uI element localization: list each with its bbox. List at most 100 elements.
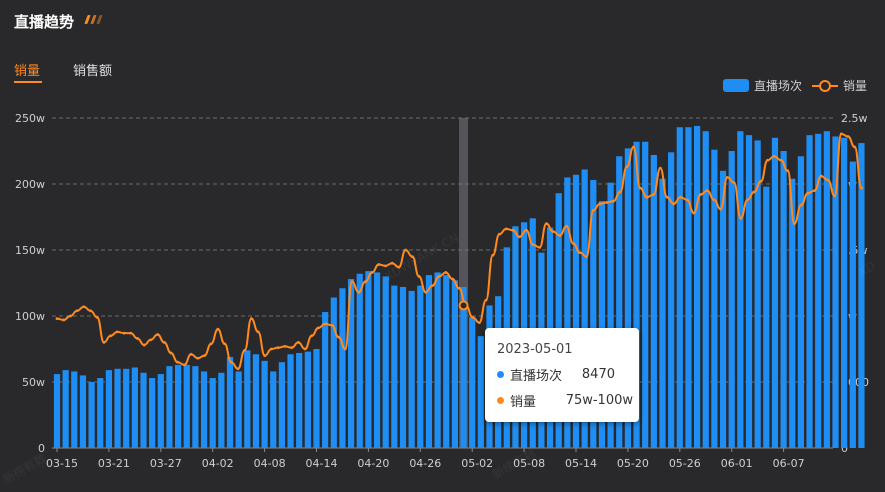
line-point-sales-volume — [779, 158, 783, 162]
x-tick-label: 05-26 — [669, 457, 701, 470]
bar-live-sessions — [719, 170, 727, 449]
bar-live-sessions — [175, 364, 182, 448]
bar-live-sessions — [183, 364, 190, 448]
bar-live-sessions — [797, 156, 804, 448]
line-point-sales-volume — [591, 209, 595, 212]
line-point-sales-volume — [799, 203, 803, 207]
line-point-sales-volume — [826, 178, 830, 182]
bar-live-sessions — [650, 154, 657, 448]
y-right-tick-label: 2.5w — [841, 112, 868, 125]
bar-live-sessions — [157, 374, 164, 448]
bar-live-sessions — [443, 275, 450, 448]
bar-live-sessions — [149, 378, 156, 448]
line-point-sales-volume — [652, 193, 656, 196]
bar-live-sessions — [754, 140, 761, 448]
line-point-sales-volume — [819, 174, 823, 178]
line-point-sales-volume — [236, 367, 240, 371]
line-point-sales-volume — [571, 242, 575, 245]
line-point-sales-volume — [806, 191, 810, 195]
line-point-sales-volume — [337, 335, 340, 339]
x-tick-label: 05-02 — [461, 457, 493, 470]
x-tick-label: 05-14 — [565, 457, 597, 470]
line-point-sales-volume — [551, 230, 555, 233]
line-point-sales-volume — [484, 298, 488, 302]
bar-live-sessions — [841, 137, 848, 449]
line-point-sales-volume — [632, 145, 635, 149]
bar-live-sessions — [676, 127, 683, 449]
tooltip-row-sales-volume: 销量 75w-100w — [497, 391, 633, 410]
x-tick-label: 03-27 — [150, 457, 182, 470]
bar-live-sessions — [88, 382, 95, 448]
bar-live-sessions — [270, 371, 277, 448]
line-point-sales-volume — [122, 331, 126, 335]
line-point-sales-volume — [115, 330, 119, 334]
line-point-sales-volume — [357, 290, 361, 294]
line-point-sales-volume — [102, 341, 106, 344]
line-point-sales-volume — [431, 284, 434, 288]
bar-live-sessions — [694, 125, 701, 449]
bar-live-sessions — [252, 354, 260, 448]
bar-live-sessions — [711, 149, 718, 448]
bar-live-sessions — [564, 177, 571, 448]
tab-sales-volume[interactable]: 销量 — [14, 60, 42, 83]
x-tick-label: 06-07 — [773, 457, 805, 470]
line-point-sales-volume — [384, 264, 387, 268]
bar-live-sessions — [235, 371, 242, 448]
line-point-sales-volume — [62, 318, 66, 322]
line-point-sales-volume — [330, 323, 334, 327]
bar-live-sessions — [598, 201, 606, 448]
bar-live-sessions — [62, 370, 69, 448]
bar-live-sessions — [192, 366, 199, 448]
bar-live-sessions — [624, 148, 631, 449]
bar-live-sessions — [209, 378, 216, 448]
bar-live-sessions — [330, 297, 337, 448]
bar-live-sessions — [105, 370, 112, 448]
hover-highlight-band — [459, 118, 469, 448]
legend-line-swatch-icon — [811, 79, 838, 92]
line-point-sales-volume — [343, 347, 347, 351]
bar-live-sessions — [737, 131, 744, 448]
bar-live-sessions — [313, 349, 320, 448]
tooltip-series-value: 75w-100w — [565, 393, 633, 408]
line-point-sales-volume — [323, 322, 327, 326]
bar-live-sessions — [572, 174, 580, 448]
line-point-sales-volume — [169, 351, 173, 355]
line-point-sales-volume — [772, 154, 776, 158]
tab-sales-amount[interactable]: 销售额 — [73, 60, 112, 79]
bar-live-sessions — [815, 133, 822, 448]
line-point-sales-volume — [276, 346, 280, 350]
y-left-tick-label: 150w — [15, 244, 45, 257]
bar-live-sessions — [659, 178, 666, 448]
line-point-sales-volume — [658, 166, 662, 170]
line-point-sales-volume — [752, 190, 756, 194]
line-point-sales-volume — [813, 189, 816, 193]
legend-item-sales-volume[interactable]: 销量 — [811, 77, 867, 94]
legend-bar-swatch-icon — [722, 78, 749, 92]
x-tick-label: 06-01 — [721, 457, 753, 470]
line-point-sales-volume — [712, 198, 716, 202]
bar-live-sessions — [356, 273, 363, 448]
line-point-sales-volume — [451, 277, 454, 281]
line-point-sales-volume — [182, 363, 186, 367]
bar-live-sessions — [806, 135, 813, 448]
line-point-sales-volume — [638, 186, 642, 190]
legend-item-live-sessions[interactable]: 直播场次 — [722, 77, 802, 94]
bar-live-sessions — [339, 288, 346, 448]
line-point-sales-volume — [645, 195, 649, 199]
line-point-sales-volume — [404, 248, 407, 252]
bar-live-sessions — [469, 317, 476, 448]
line-point-sales-volume — [410, 255, 414, 258]
line-point-sales-volume — [665, 195, 669, 199]
line-point-sales-volume — [370, 271, 374, 274]
line-point-sales-volume — [176, 360, 180, 364]
tooltip-dot-icon — [497, 371, 504, 378]
y-left-tick-label: 250w — [15, 112, 45, 125]
tab-sales-amount-label: 销售额 — [73, 64, 113, 79]
chart-tooltip: 2023-05-01 直播场次 8470 销量 75w-100w — [485, 328, 639, 422]
bar-live-sessions — [451, 280, 458, 448]
line-point-sales-volume — [833, 194, 837, 198]
line-point-sales-volume — [518, 235, 521, 239]
line-point-sales-volume — [477, 321, 481, 324]
line-point-sales-volume — [136, 337, 139, 340]
line-point-sales-volume — [625, 165, 629, 169]
